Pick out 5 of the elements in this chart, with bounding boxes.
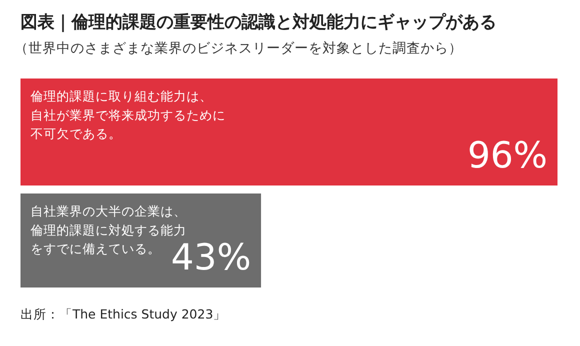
text: 出所：「The Ethics Study 2023」 <box>20 306 226 322</box>
data-label: 96% <box>467 136 548 176</box>
chart-subtitle: （世界中のさまざまな業界のビジネスリーダーを対象とした調査から） <box>14 40 462 56</box>
chart-title: 図表｜倫理的課題の重要性の認識と対処能力にギャップがある <box>20 12 496 32</box>
y-tick-label: 倫理的課題に取り組む能力は、自社が業界で将来成功するために不可欠である。 <box>30 88 226 141</box>
